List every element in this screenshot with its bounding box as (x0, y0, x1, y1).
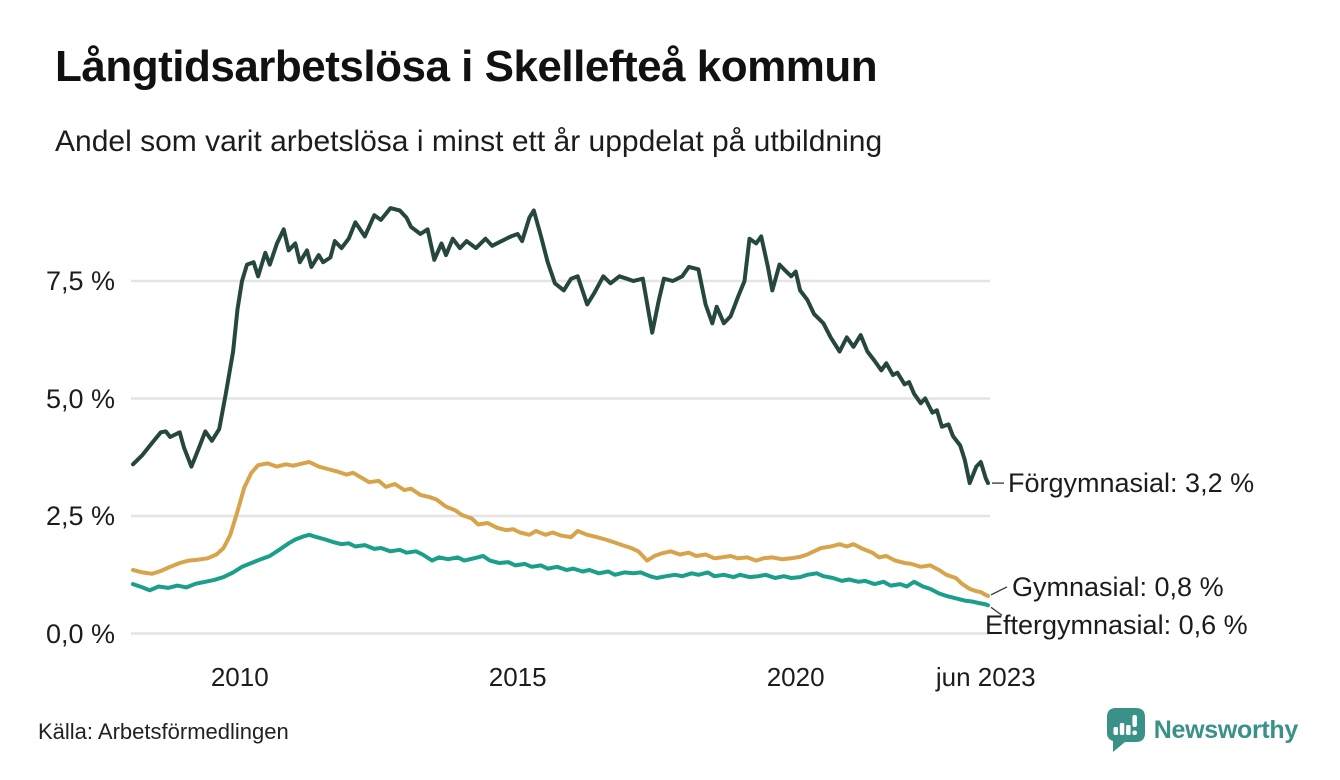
series-label-eftergymnasial: Eftergymnasial: 0,6 % (985, 610, 1248, 641)
y-tick-label: 7,5 % (45, 266, 115, 296)
series-label-förgymnasial: Förgymnasial: 3,2 % (1008, 468, 1255, 499)
series-line-gymnasial (131, 460, 990, 598)
x-tick-label: 2010 (210, 662, 269, 692)
page-subtitle: Andel som varit arbetslösa i minst ett å… (55, 125, 883, 158)
label-leader-line (990, 606, 1003, 616)
page-title: Långtidsarbetslösa i Skellefteå kommun (55, 42, 878, 91)
series-line-förgymnasial (131, 206, 990, 486)
newsworthy-wordmark: Newsworthy (1153, 715, 1299, 744)
newsworthy-chart-bubble-icon (1106, 708, 1145, 752)
x-tick-label: 2020 (766, 662, 825, 692)
x-tick-label: jun 2023 (935, 662, 1036, 692)
series-line-eftergymnasial (131, 532, 990, 608)
series-label-gymnasial: Gymnasial: 0,8 % (1012, 571, 1224, 602)
y-tick-label: 0,0 % (45, 618, 115, 649)
source-caption: Källa: Arbetsförmedlingen (38, 719, 289, 744)
label-leader-line (990, 586, 1008, 596)
y-tick-label: 5,0 % (45, 383, 115, 414)
y-tick-label: 2,5 % (45, 501, 115, 531)
x-tick-label: 2015 (488, 662, 547, 692)
newsworthy-logo: Newsworthy (1106, 708, 1299, 752)
